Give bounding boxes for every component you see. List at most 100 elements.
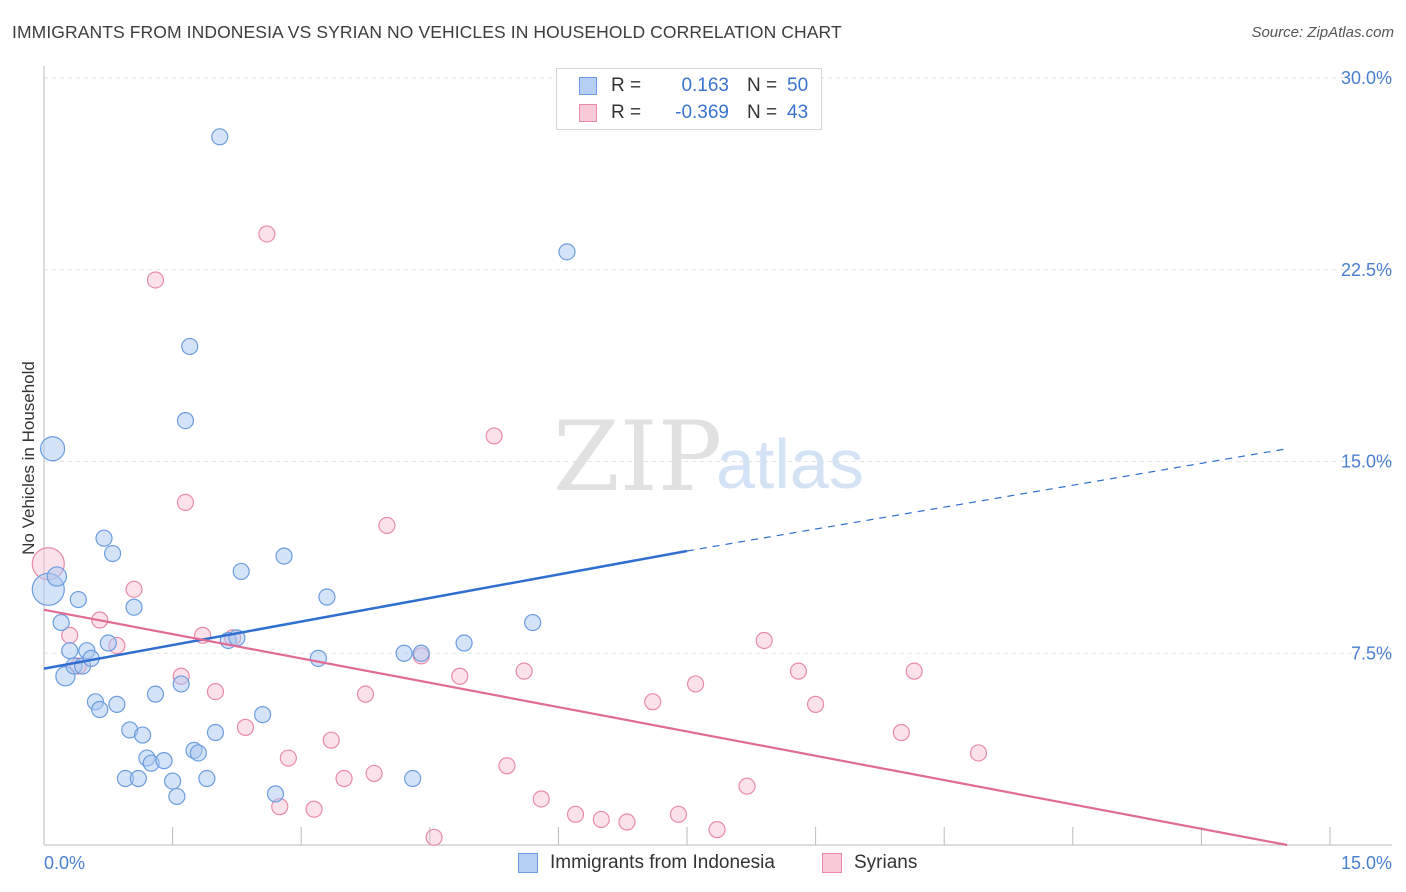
n-label: N = <box>747 75 778 96</box>
indonesia-point <box>318 588 336 606</box>
indonesia-point <box>69 590 87 609</box>
indonesia-trend-extension <box>686 448 1288 552</box>
indonesia-point <box>108 695 126 713</box>
syrians-swatch-icon <box>579 104 597 122</box>
n-value: 50 <box>787 75 809 96</box>
legend-label-syrians: Syrians <box>854 852 918 873</box>
syrians-point <box>789 662 808 680</box>
source-credit: Source: ZipAtlas.com <box>1251 24 1394 41</box>
y-tick-label: 7.5% <box>1351 643 1392 663</box>
y-tick-labels: 7.5% 15.0% 22.5% 30.0% <box>1341 68 1392 663</box>
legend-item-syrians: Syrians <box>822 852 917 874</box>
indonesia-legend-swatch-icon <box>518 853 538 873</box>
syrians-point <box>755 631 773 650</box>
r-label: R = <box>611 75 642 96</box>
syrians-point <box>425 828 443 846</box>
indonesia-point <box>211 128 229 146</box>
syrians-point <box>485 427 503 445</box>
syrians-point <box>644 693 662 711</box>
y-tick-label: 30.0% <box>1341 68 1392 88</box>
watermark-zip: ZIP <box>553 401 722 513</box>
syrians-point <box>532 790 550 808</box>
syrians-point <box>322 731 340 749</box>
syrians-point <box>618 813 636 831</box>
syrians-point <box>206 682 225 701</box>
indonesia-point <box>61 642 79 660</box>
indonesia-trend-line <box>43 549 688 670</box>
series-legend: Immigrants from Indonesia Syrians <box>0 852 1406 878</box>
indonesia-point <box>146 685 165 703</box>
indonesia-point <box>309 649 327 667</box>
syrians-point <box>335 769 353 788</box>
syrians-point <box>969 744 988 762</box>
indonesia-point <box>232 562 250 581</box>
indonesia-point <box>172 675 190 693</box>
syrians-point <box>892 723 910 742</box>
syrians-point <box>451 667 469 685</box>
indonesia-point <box>95 529 113 547</box>
indonesia-point <box>275 547 293 565</box>
syrians-point <box>669 805 688 823</box>
syrians-point <box>708 821 726 839</box>
x-tick-labels: 0.0% 15.0% <box>44 853 1392 873</box>
indonesia-point <box>129 769 147 788</box>
indonesia-points <box>31 128 576 806</box>
legend-label-indonesia: Immigrants from Indonesia <box>550 852 775 873</box>
indonesia-point <box>133 726 152 744</box>
syrians-point <box>738 777 756 795</box>
y-tick-label: 15.0% <box>1341 452 1392 472</box>
y-tick-label: 22.5% <box>1341 260 1392 280</box>
syrians-point <box>236 718 255 736</box>
syrians-point <box>365 764 383 783</box>
indonesia-point <box>103 544 122 563</box>
r-value: -0.369 <box>675 102 729 123</box>
syrians-point <box>686 675 705 693</box>
indonesia-point <box>181 337 199 356</box>
indonesia-point <box>395 644 413 662</box>
indonesia-point <box>52 613 70 632</box>
n-label: N = <box>747 102 778 123</box>
x-tick-label: 0.0% <box>44 853 85 873</box>
n-value: 43 <box>787 102 809 123</box>
indonesia-point <box>39 436 66 462</box>
indonesia-point <box>206 723 225 742</box>
watermark: ZIP atlas <box>553 401 864 513</box>
chart-title: IMMIGRANTS FROM INDONESIA VS SYRIAN NO V… <box>12 22 842 42</box>
syrians-point <box>356 685 375 703</box>
indonesia-point <box>91 700 109 719</box>
watermark-atlas: atlas <box>716 425 864 503</box>
syrians-points <box>31 225 988 846</box>
syrians-point <box>125 580 143 598</box>
syrians-point <box>258 225 276 243</box>
syrians-point <box>566 805 585 823</box>
indonesia-point <box>266 785 285 803</box>
indonesia-point <box>254 706 272 724</box>
syrians-point <box>378 516 396 535</box>
indonesia-point <box>189 744 207 762</box>
indonesia-point <box>198 769 216 788</box>
syrians-point <box>806 695 825 713</box>
syrians-point <box>305 800 323 818</box>
y-axis-label: No Vehicles in Household <box>19 361 38 555</box>
stats-legend: R = 0.163 N = 50 R = -0.369 N = 43 <box>556 68 822 130</box>
legend-row-syrians: R = -0.369 N = 43 <box>579 100 808 126</box>
syrians-point <box>279 749 297 767</box>
syrians-trend-line <box>43 608 1288 847</box>
indonesia-swatch-icon <box>579 77 597 95</box>
syrians-point <box>905 662 923 680</box>
legend-item-indonesia: Immigrants from Indonesia <box>518 852 775 874</box>
syrians-point <box>146 271 165 289</box>
indonesia-point <box>99 634 117 652</box>
syrians-point <box>498 757 516 775</box>
indonesia-point <box>155 752 173 770</box>
indonesia-point <box>46 566 68 587</box>
trend-lines <box>43 448 1288 847</box>
indonesia-point <box>455 634 473 652</box>
syrians-legend-swatch-icon <box>822 853 842 873</box>
indonesia-point <box>176 411 195 430</box>
indonesia-point <box>412 644 430 662</box>
indonesia-point <box>404 769 422 788</box>
indonesia-point <box>558 243 576 261</box>
r-value: 0.163 <box>681 75 729 96</box>
